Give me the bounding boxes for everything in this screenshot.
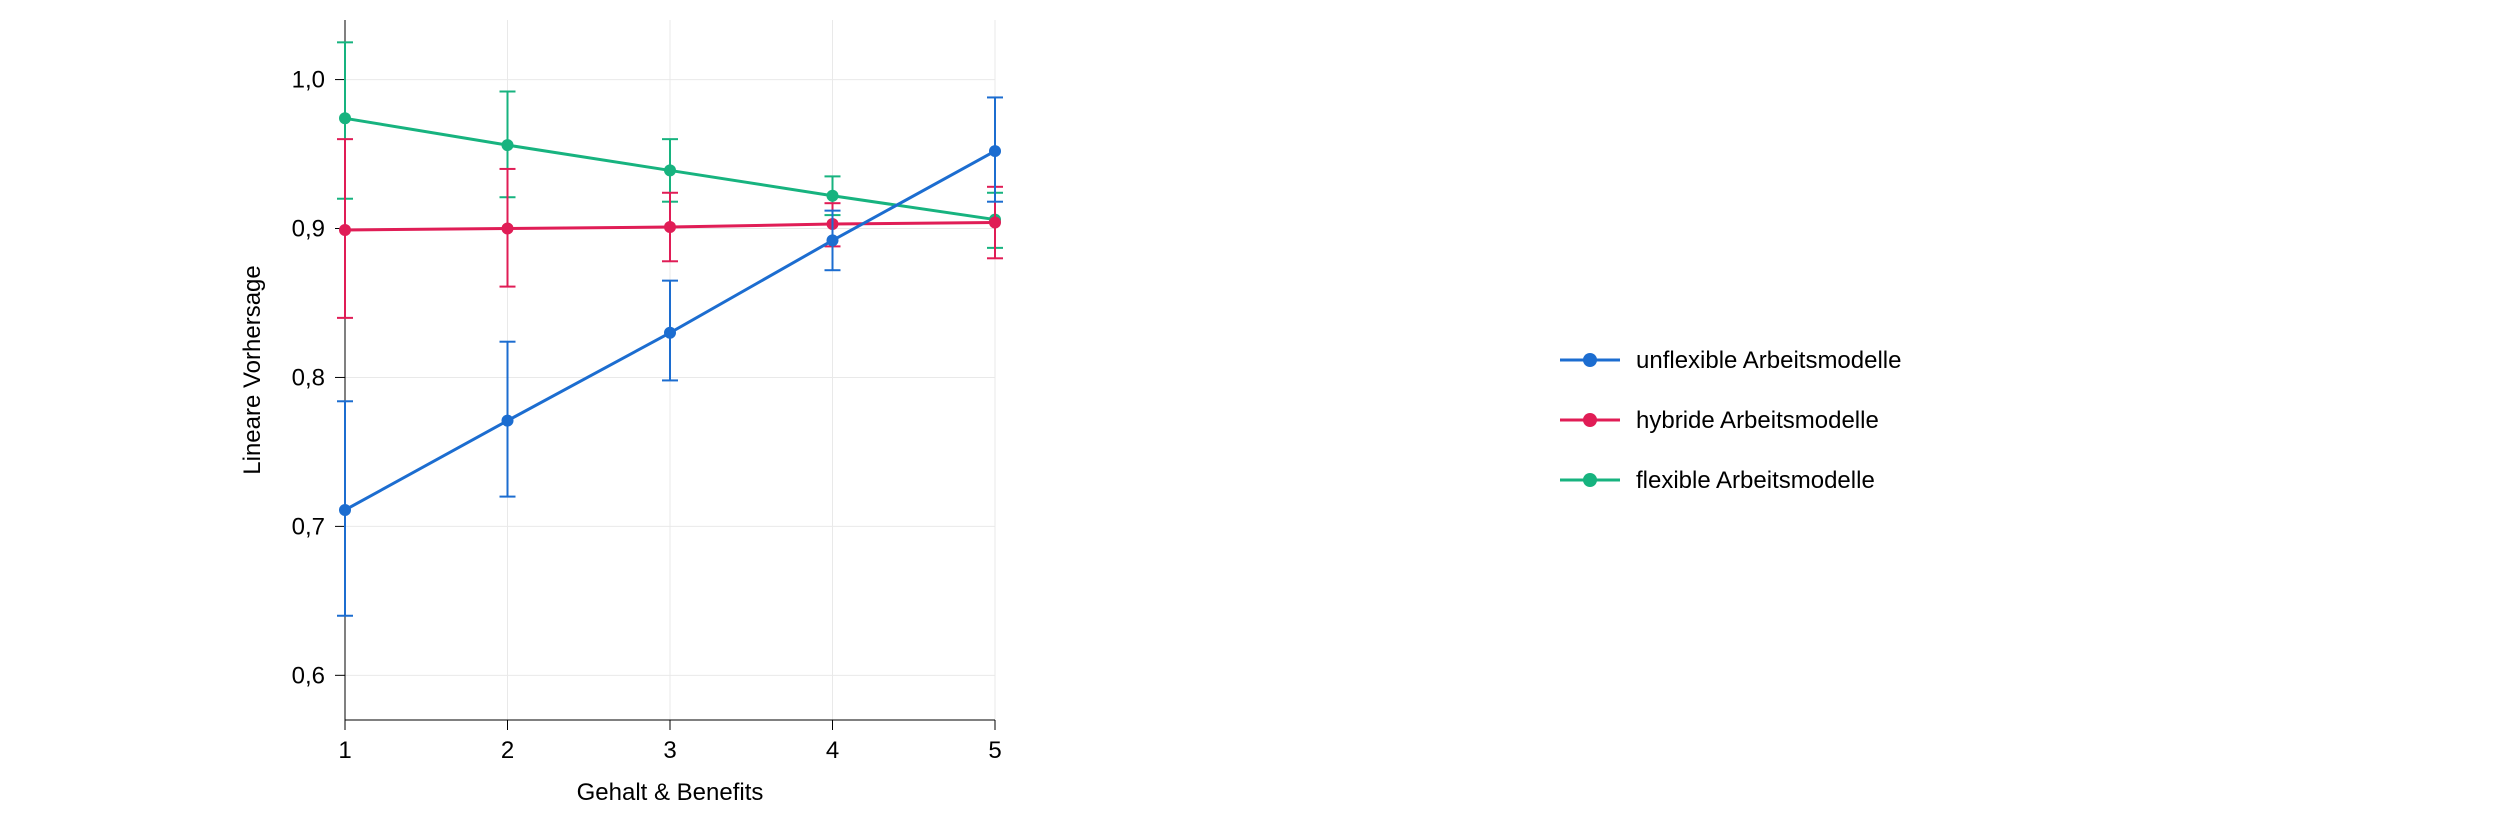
chart-bg — [0, 0, 2496, 833]
x-tick-label: 3 — [663, 737, 676, 764]
series-marker — [827, 234, 839, 246]
y-tick-label: 0,6 — [292, 662, 325, 689]
y-axis-label: Lineare Vorhersage — [239, 265, 266, 474]
chart-svg: 1 2 3 4 5 0,6 0,7 0,8 0,9 1,0 Gehalt & Benefits Lin… — [0, 0, 2496, 833]
series-marker — [989, 217, 1001, 229]
series-marker — [339, 112, 351, 124]
chart-container: 1 2 3 4 5 0,6 0,7 0,8 0,9 1,0 Gehalt & Benefits Lin… — [0, 0, 2496, 833]
x-tick-label: 1 — [338, 737, 351, 764]
legend-label: hybride Arbeitsmodelle — [1636, 407, 1879, 434]
x-tick-label: 4 — [826, 737, 839, 764]
series-marker — [339, 224, 351, 236]
y-tick-label: 0,9 — [292, 216, 325, 243]
x-axis-label: Gehalt & Benefits — [577, 779, 764, 806]
legend-marker — [1583, 353, 1597, 367]
series-marker — [827, 190, 839, 202]
series-marker — [664, 164, 676, 176]
series-marker — [989, 145, 1001, 157]
legend-label: unflexible Arbeitsmodelle — [1636, 347, 1902, 374]
series-marker — [664, 221, 676, 233]
x-tick-label: 5 — [988, 737, 1001, 764]
y-tick-label: 1,0 — [292, 67, 325, 94]
y-tick-label: 0,7 — [292, 513, 325, 540]
series-marker — [502, 139, 514, 151]
y-tick-label: 0,8 — [292, 364, 325, 391]
series-marker — [664, 327, 676, 339]
series-marker — [339, 504, 351, 516]
legend-marker — [1583, 413, 1597, 427]
legend-marker — [1583, 473, 1597, 487]
series-marker — [502, 223, 514, 235]
series-marker — [502, 415, 514, 427]
x-tick-label: 2 — [501, 737, 514, 764]
legend-label: flexible Arbeitsmodelle — [1636, 467, 1875, 494]
